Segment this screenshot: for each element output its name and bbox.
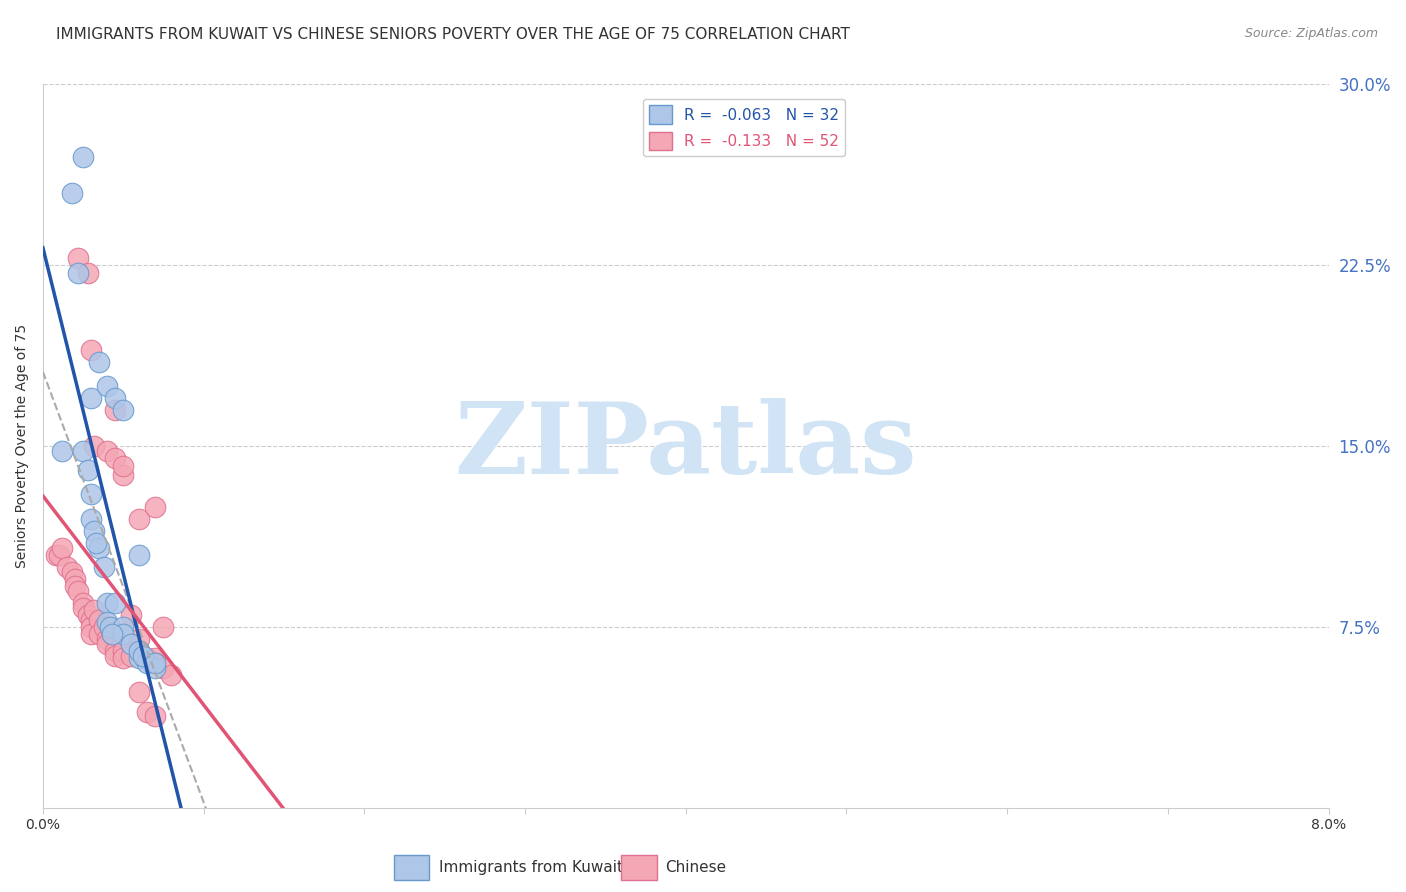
Point [112, 651, 135, 665]
Point [56, 559, 79, 574]
Y-axis label: Seniors Poverty Over the Age of 75: Seniors Poverty Over the Age of 75 [15, 324, 30, 568]
Point [152, 661, 174, 675]
Point [72, 600, 94, 615]
Point [72, 444, 94, 458]
Point [80, 391, 103, 405]
Point [120, 648, 142, 663]
Point [77, 266, 100, 280]
Point [67, 266, 90, 280]
Point [101, 627, 124, 641]
Point [96, 615, 118, 630]
Point [80, 343, 103, 357]
Point [63, 579, 86, 593]
Point [152, 620, 174, 634]
Text: ZIPatlas: ZIPatlas [454, 398, 917, 495]
Text: IMMIGRANTS FROM KUWAIT VS CHINESE SENIORS POVERTY OVER THE AGE OF 75 CORRELATION: IMMIGRANTS FROM KUWAIT VS CHINESE SENIOR… [56, 27, 851, 42]
Point [80, 620, 103, 634]
Point [96, 379, 118, 393]
Point [128, 644, 150, 658]
Point [83, 439, 105, 453]
Point [80, 511, 103, 525]
Point [136, 657, 159, 671]
Point [96, 444, 118, 458]
Point [112, 620, 135, 634]
Point [128, 685, 150, 699]
Point [101, 627, 124, 641]
Point [120, 608, 142, 623]
Text: Immigrants from Kuwait: Immigrants from Kuwait [439, 861, 623, 875]
Point [128, 644, 150, 658]
Point [51, 444, 73, 458]
Point [93, 559, 115, 574]
Point [145, 651, 167, 665]
Point [104, 391, 127, 405]
Point [128, 511, 150, 525]
Point [136, 705, 159, 719]
Point [63, 572, 86, 586]
Point [83, 524, 105, 538]
Point [104, 648, 127, 663]
Point [96, 596, 118, 610]
Point [112, 403, 135, 417]
Point [145, 709, 167, 723]
Point [131, 648, 153, 663]
Point [89, 627, 111, 641]
Point [67, 251, 90, 265]
Point [89, 613, 111, 627]
Point [104, 596, 127, 610]
Point [48, 548, 70, 562]
Point [145, 500, 167, 514]
Point [80, 613, 103, 627]
Point [45, 548, 67, 562]
Point [72, 150, 94, 164]
Point [128, 632, 150, 647]
Point [145, 657, 167, 671]
Point [77, 608, 100, 623]
Point [67, 583, 90, 598]
Point [100, 620, 122, 634]
Point [60, 186, 83, 200]
Point [120, 637, 142, 651]
Point [160, 668, 183, 682]
Point [104, 644, 127, 658]
Point [51, 541, 73, 555]
Text: Source: ZipAtlas.com: Source: ZipAtlas.com [1244, 27, 1378, 40]
Point [104, 403, 127, 417]
Point [80, 627, 103, 641]
Point [96, 632, 118, 647]
Point [128, 651, 150, 665]
Point [72, 596, 94, 610]
Point [104, 451, 127, 466]
Point [89, 355, 111, 369]
Point [96, 637, 118, 651]
Point [84, 535, 107, 549]
Point [83, 603, 105, 617]
Point [136, 651, 159, 665]
Point [128, 548, 150, 562]
Point [60, 565, 83, 579]
Point [112, 468, 135, 483]
Point [93, 620, 115, 634]
Point [112, 644, 135, 658]
Point [145, 657, 167, 671]
Point [89, 541, 111, 555]
Legend: R =  -0.063   N = 32, R =  -0.133   N = 52: R = -0.063 N = 32, R = -0.133 N = 52 [643, 99, 845, 156]
Point [145, 661, 167, 675]
Point [112, 627, 135, 641]
Point [112, 627, 135, 641]
Point [80, 487, 103, 501]
Point [120, 637, 142, 651]
Point [112, 458, 135, 473]
Point [100, 620, 122, 634]
Text: Chinese: Chinese [665, 861, 725, 875]
Point [77, 463, 100, 477]
